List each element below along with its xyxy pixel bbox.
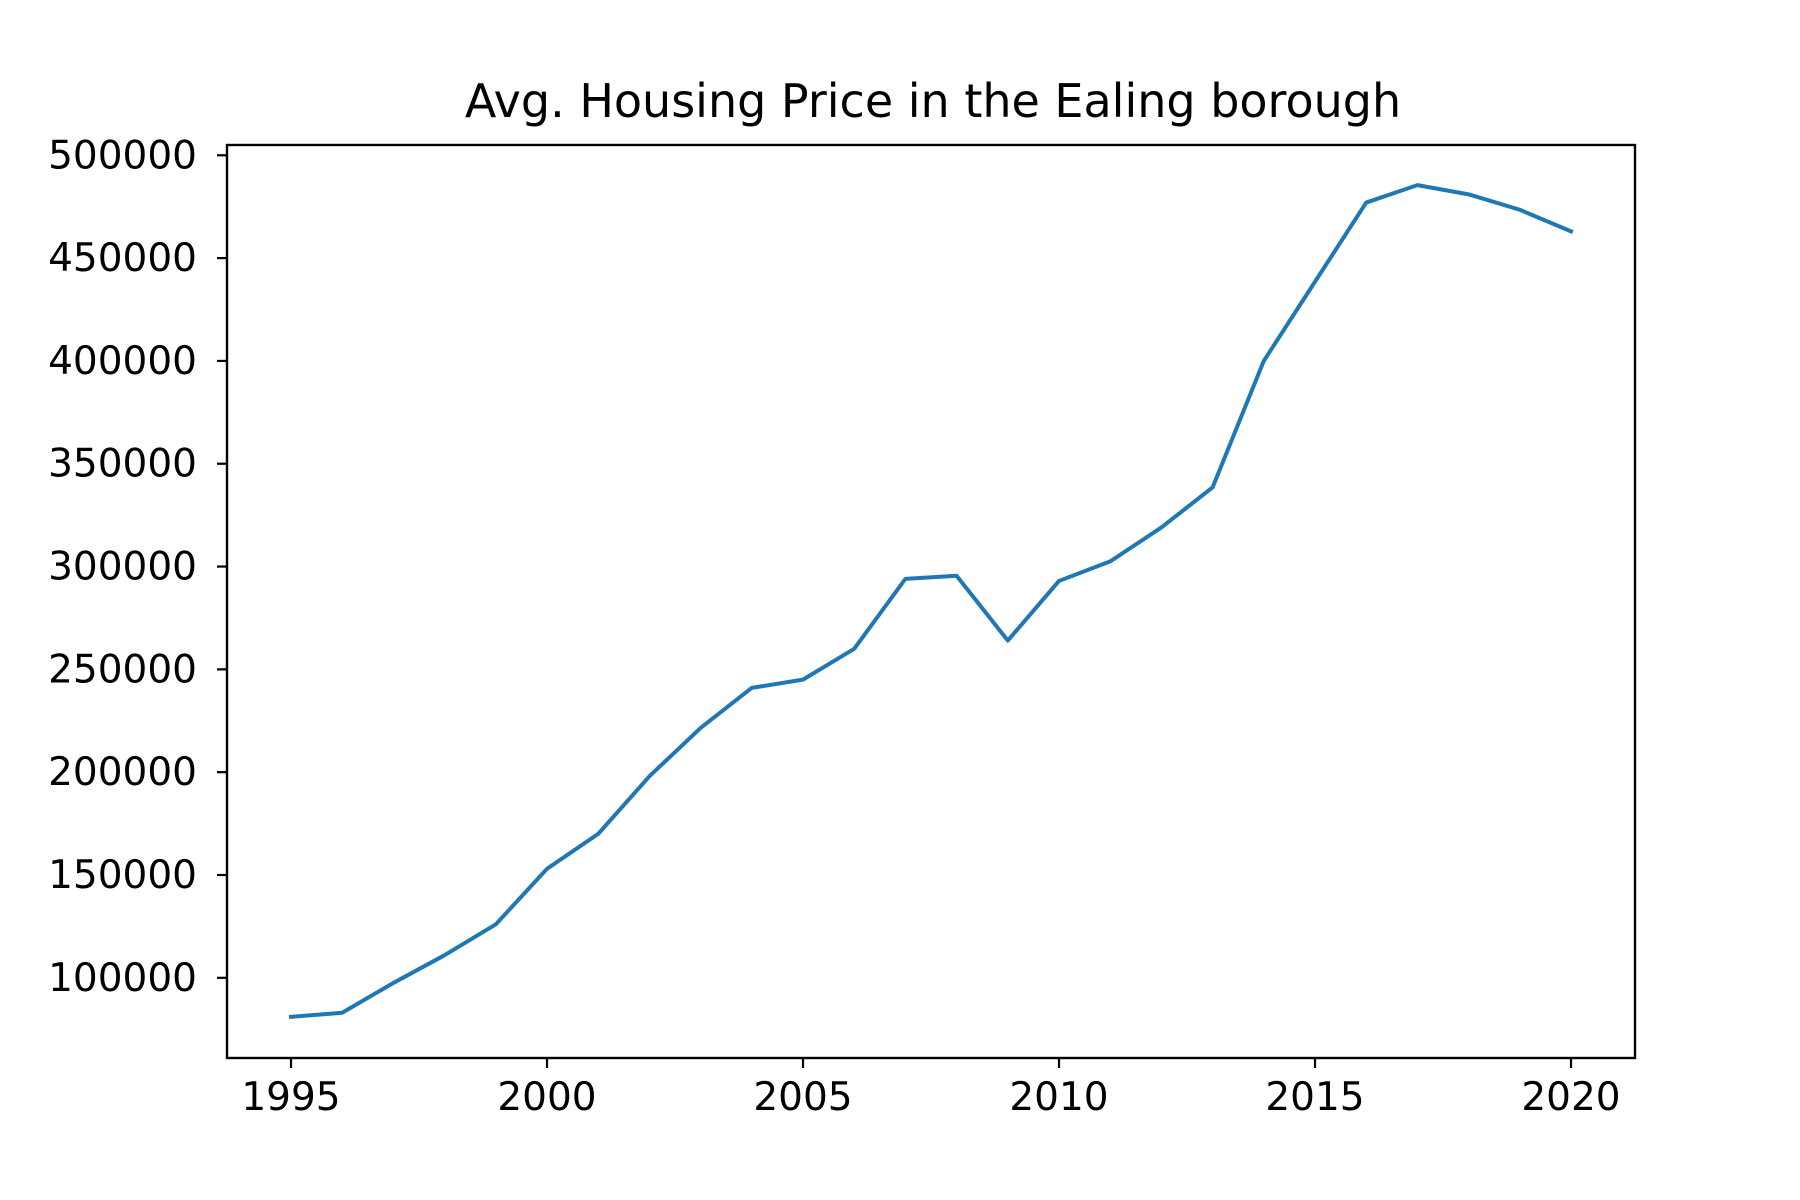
y-tick-label: 250000 bbox=[48, 647, 197, 692]
series-line bbox=[288, 183, 1574, 1020]
axis-ticks: 1995 2000 2005 2010 2015 2020 100000 150000 2000… bbox=[48, 133, 1621, 1120]
series-layer bbox=[288, 183, 1574, 1020]
y-tick-label: 300000 bbox=[48, 545, 197, 590]
y-tick-label: 500000 bbox=[48, 133, 197, 178]
y-tick-label: 350000 bbox=[48, 442, 197, 487]
y-tick-label: 450000 bbox=[48, 236, 197, 281]
chart-title: Avg. Housing Price in the Ealing borough bbox=[465, 74, 1401, 128]
y-tick-label: 150000 bbox=[48, 853, 197, 898]
x-tick-label: 2020 bbox=[1521, 1075, 1620, 1120]
x-tick-label: 2010 bbox=[1009, 1075, 1108, 1120]
x-tick-label: 2005 bbox=[753, 1075, 852, 1120]
x-tick-label: 2000 bbox=[497, 1075, 596, 1120]
y-tick-label: 400000 bbox=[48, 339, 197, 384]
plot-area-frame bbox=[225, 143, 1637, 1060]
y-tick-label: 100000 bbox=[48, 956, 197, 1001]
x-tick-label: 1995 bbox=[241, 1075, 340, 1120]
y-tick-label: 200000 bbox=[48, 750, 197, 795]
x-tick-label: 2015 bbox=[1265, 1075, 1364, 1120]
